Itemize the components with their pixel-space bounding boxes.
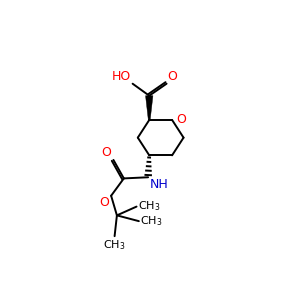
Text: NH: NH — [150, 178, 169, 191]
Text: O: O — [100, 196, 110, 209]
Polygon shape — [146, 96, 153, 120]
Text: CH$_3$: CH$_3$ — [138, 199, 160, 213]
Text: CH$_3$: CH$_3$ — [103, 238, 126, 252]
Text: CH$_3$: CH$_3$ — [140, 214, 163, 228]
Text: O: O — [176, 113, 186, 126]
Text: O: O — [168, 70, 178, 83]
Text: HO: HO — [112, 70, 131, 83]
Text: O: O — [102, 146, 112, 159]
